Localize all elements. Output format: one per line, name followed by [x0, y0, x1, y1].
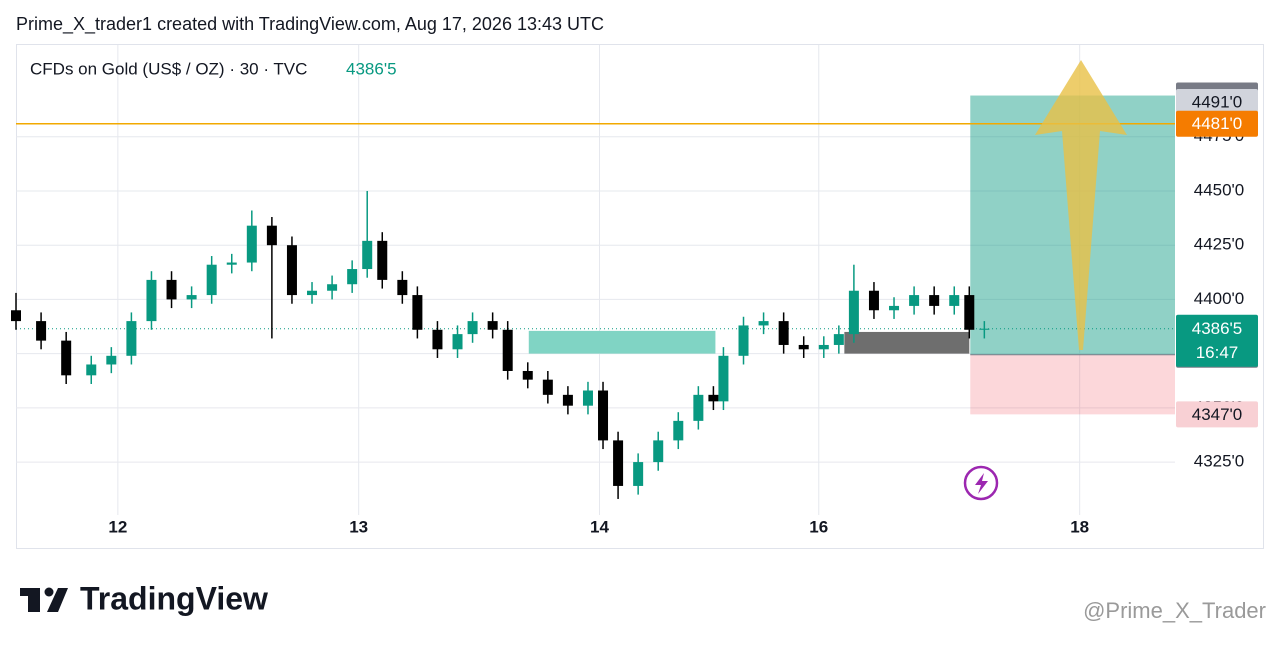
watermark: @Prime_X_Trader	[1083, 598, 1266, 623]
candle-body	[798, 344, 809, 350]
candle-body	[412, 295, 423, 330]
candle-body	[562, 394, 573, 406]
candle-body	[86, 364, 97, 376]
candle-body	[758, 321, 769, 326]
candle-body	[833, 334, 844, 345]
y-tick-label: 4450'0	[1194, 180, 1245, 199]
candle-body	[929, 295, 940, 306]
candle-body	[146, 279, 157, 322]
legend-price: 4386'5	[346, 59, 397, 78]
y-tick-label: 4400'0	[1194, 289, 1245, 308]
price-label-box	[1176, 89, 1258, 116]
candle-body	[502, 329, 513, 371]
arrow-drawing	[1035, 60, 1127, 350]
candle-body	[633, 462, 644, 486]
countdown: 16:47	[1196, 343, 1239, 362]
candle-body	[286, 245, 297, 296]
candle-body	[432, 329, 443, 350]
candle-body	[186, 295, 197, 300]
event-icon[interactable]	[963, 465, 999, 501]
candle-body	[979, 328, 990, 330]
candle-body	[362, 240, 373, 270]
last-price-label: 4386'5	[1192, 319, 1243, 338]
candles	[11, 190, 990, 499]
event-bolt	[975, 473, 988, 494]
candle-body	[377, 240, 388, 280]
logo-text: TradingView	[80, 580, 268, 616]
candle-body	[452, 334, 463, 350]
x-tick-label: 16	[809, 517, 828, 536]
candle-body	[126, 321, 137, 356]
candle-body	[868, 290, 879, 311]
price-label-box	[1176, 401, 1258, 428]
candle-body	[693, 394, 704, 421]
header: Prime_X_trader1 created with TradingView…	[16, 14, 604, 35]
position-stop	[970, 354, 1175, 415]
candle-body	[818, 344, 829, 350]
candle-body	[467, 321, 478, 335]
candle-body	[964, 295, 975, 330]
candle-body	[246, 225, 257, 263]
drawings	[16, 95, 1175, 415]
price-axis: 4494'04491'04481'04374'54347'04386'516:4…	[1176, 82, 1258, 428]
price-label: 4481'0	[1192, 114, 1243, 133]
candle-body	[542, 379, 553, 395]
candle-body	[909, 295, 920, 306]
x-tick-label: 14	[590, 517, 609, 536]
candle-body	[166, 279, 177, 300]
price-label: 4491'0	[1192, 93, 1243, 112]
candle-body	[718, 355, 729, 402]
logo-mark	[47, 588, 68, 612]
candle-body	[36, 321, 47, 341]
x-tick-label: 13	[349, 517, 368, 536]
candle-body	[106, 355, 117, 365]
candle-body	[487, 321, 498, 330]
candle-body	[397, 279, 408, 296]
candle-body	[653, 440, 664, 463]
x-tick-label: 18	[1070, 517, 1089, 536]
zone	[844, 331, 970, 354]
zone	[528, 330, 716, 354]
candle-body	[327, 284, 338, 291]
candle-body	[61, 340, 72, 376]
candle-body	[307, 290, 318, 296]
candle-body	[613, 440, 624, 486]
legend-title: CFDs on Gold (US$ / OZ) · 30 · TVC	[30, 59, 307, 78]
y-tick-label: 4325'0	[1194, 452, 1245, 471]
logo-mark	[44, 587, 54, 597]
candle-body	[266, 225, 277, 246]
candle-body	[738, 325, 749, 356]
candle-body	[522, 370, 533, 380]
candle-body	[848, 290, 859, 335]
candle-body	[226, 262, 237, 265]
price-label: 4347'0	[1192, 405, 1243, 424]
candle-body	[11, 310, 21, 322]
candle-body	[708, 394, 719, 402]
x-tick-label: 12	[108, 517, 127, 536]
candle-body	[347, 269, 358, 285]
candle-body	[598, 390, 609, 441]
candle-body	[206, 264, 217, 296]
y-tick-label: 4425'0	[1194, 235, 1245, 254]
logo-mark	[28, 588, 40, 612]
candle-body	[673, 420, 684, 441]
logo: TradingView	[20, 580, 268, 616]
price-label-box	[1176, 110, 1258, 137]
candle-body	[889, 305, 900, 311]
last-price-box	[1176, 314, 1258, 367]
candle-body	[582, 390, 593, 406]
candle-body	[949, 295, 960, 306]
candle-body	[778, 321, 789, 345]
